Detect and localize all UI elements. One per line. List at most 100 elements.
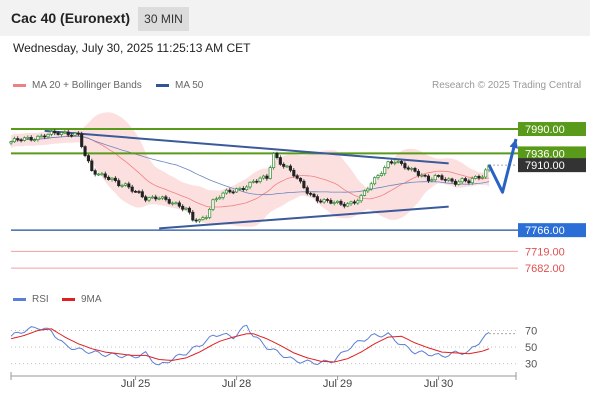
candle-body — [26, 137, 30, 139]
trendline-1 — [159, 205, 449, 230]
candle-body — [197, 219, 202, 222]
candle-body — [16, 138, 20, 141]
candle-body — [447, 178, 451, 181]
candle-body — [73, 132, 77, 136]
level-value-7719.00: 7719.00 — [525, 246, 565, 258]
candle-body — [285, 165, 289, 168]
candle-body — [359, 195, 363, 202]
rsi-series-9MA — [10, 328, 490, 363]
legend-rsi-swatch — [13, 298, 26, 301]
timeframe-badge[interactable]: 30 MIN — [138, 7, 189, 31]
ma50-line — [10, 135, 490, 196]
candle-body — [214, 198, 218, 201]
candle-body — [265, 175, 269, 179]
x-tick-label: Jul 25 — [121, 378, 150, 390]
candle-body — [86, 155, 90, 162]
legend-rsi-label: RSI — [32, 294, 49, 305]
candle-body — [416, 170, 420, 176]
candle-body — [389, 161, 393, 164]
level-tag-7990.00 — [518, 122, 586, 137]
candle-body — [93, 170, 97, 175]
candle-body — [268, 167, 272, 179]
candle-body — [174, 202, 178, 205]
candle-body — [164, 196, 168, 200]
x-tick-label: Jul 28 — [222, 378, 251, 390]
level-tag-7936.00 — [518, 146, 586, 161]
x-tick-label: Jul 29 — [323, 378, 352, 390]
candle-body — [480, 176, 484, 179]
candle-body — [29, 137, 33, 141]
legend-ma20-swatch — [13, 84, 26, 87]
candle-body — [437, 175, 441, 177]
legend-ma20-label: MA 20 + Bollinger Bands — [32, 80, 142, 91]
candle-body — [218, 197, 222, 200]
candle-body — [460, 178, 464, 183]
candle-body — [33, 139, 37, 142]
level-tag-7910.00 — [518, 158, 586, 173]
rsi-tick-70: 70 — [525, 325, 537, 337]
candle-body — [194, 219, 198, 222]
candle-body — [231, 191, 235, 194]
candle-body — [19, 139, 23, 142]
candle-body — [474, 175, 478, 179]
candle-body — [130, 186, 134, 192]
candle-body — [379, 173, 383, 176]
candle-body — [204, 217, 208, 219]
rsi-series-RSI — [10, 324, 490, 366]
candle-body — [440, 175, 444, 180]
candle-body — [228, 189, 232, 193]
candle-body — [157, 197, 161, 200]
candle-body — [251, 180, 255, 183]
candle-body — [312, 193, 316, 197]
legend-ma50-label: MA 50 — [175, 80, 204, 91]
candle-body — [90, 160, 94, 172]
candle-body — [450, 178, 454, 182]
candle-body — [309, 193, 313, 195]
candle-body — [245, 186, 249, 191]
candle-body — [278, 157, 282, 165]
candle-body — [144, 196, 148, 201]
candle-body — [302, 180, 306, 189]
candle-body — [272, 153, 276, 168]
candle-body — [258, 177, 262, 182]
candle-body — [150, 196, 154, 199]
candle-body — [12, 138, 16, 143]
candle-body — [49, 131, 53, 135]
candle-body — [167, 199, 171, 204]
candle-body — [423, 174, 427, 177]
candle-body — [373, 177, 377, 185]
candle-body — [120, 185, 124, 187]
candle-body — [63, 131, 67, 134]
forecast-arrowhead — [509, 138, 519, 149]
candle-body — [59, 132, 64, 135]
candle-body — [107, 176, 111, 180]
candle-body — [43, 135, 47, 138]
datetime-label: Wednesday, July 30, 2025 11:25:13 AM CET — [13, 41, 251, 55]
candle-body — [171, 202, 175, 205]
rsi-tick-50: 50 — [525, 342, 537, 354]
candle-body — [386, 161, 390, 168]
legend-rsi: RSI — [13, 294, 49, 305]
candle-body — [349, 201, 353, 205]
level-value-7766.00: 7766.00 — [525, 225, 565, 237]
legend-ma20-bollinger: MA 20 + Bollinger Bands — [13, 80, 142, 91]
legend-ma50-swatch — [156, 84, 169, 87]
candle-body — [433, 175, 437, 181]
candle-body — [9, 141, 13, 144]
instrument-title: Cac 40 (Euronext) — [11, 10, 131, 26]
candle-body — [80, 133, 84, 147]
candle-body — [336, 200, 340, 203]
candle-body — [406, 167, 410, 170]
candle-body — [356, 200, 360, 204]
candle-body — [46, 133, 50, 138]
candle-body — [123, 183, 128, 186]
candle-body — [426, 175, 431, 182]
candle-body — [238, 187, 242, 190]
candle-body — [110, 177, 114, 180]
legend-9ma: 9MA — [62, 294, 102, 305]
candle-body — [305, 187, 309, 194]
candle-body — [346, 203, 350, 207]
candle-body — [410, 168, 414, 170]
candle-body — [292, 169, 296, 177]
